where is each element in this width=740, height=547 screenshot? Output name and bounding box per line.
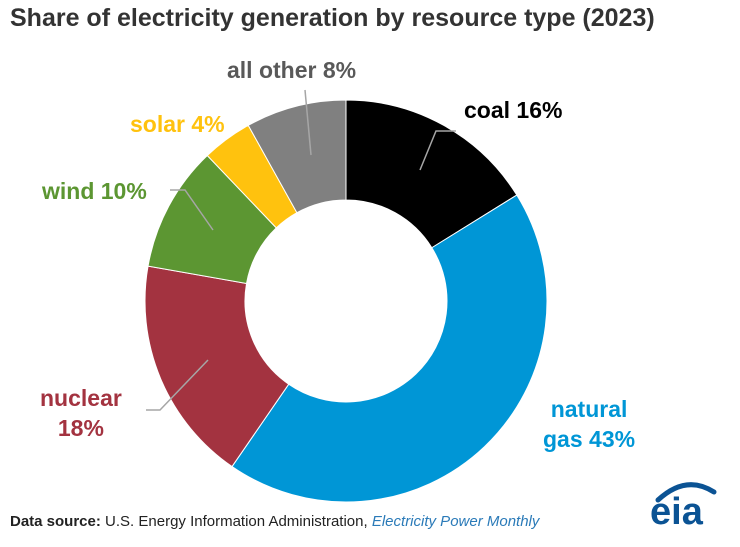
eia-logo: eia — [650, 482, 717, 528]
slice-all-other — [247, 99, 347, 214]
slice-label-line: 18% — [57, 415, 104, 441]
leader-line-all-other — [304, 89, 312, 156]
slice-label-all-other: all other 8% — [227, 55, 356, 85]
slice-label-line: all other 8% — [227, 57, 357, 83]
chart-title: Share of electricity generation by resou… — [10, 4, 655, 32]
slice-label-line: gas 43% — [543, 426, 636, 452]
slice-label-line: solar 4% — [130, 111, 225, 137]
leader-line-coal — [419, 130, 456, 171]
data-source-footer: Data source: U.S. Energy Information Adm… — [10, 513, 539, 530]
slice-label-line: natural — [550, 396, 628, 422]
source-publication: Electricity Power Monthly — [371, 513, 540, 530]
slice-nuclear — [144, 265, 290, 468]
slice-coal — [345, 99, 518, 249]
slice-label-line: nuclear — [40, 385, 122, 411]
slice-label-line: coal 16% — [464, 97, 563, 123]
slice-label-wind: wind 10% — [42, 176, 147, 206]
slice-label-solar: solar 4% — [130, 109, 225, 139]
source-org: U.S. Energy Information Administration, — [105, 513, 368, 530]
slice-label-coal: coal 16% — [464, 95, 562, 125]
source-label: Data source: — [10, 513, 101, 530]
slice-natural-gas — [231, 194, 548, 503]
leader-line-nuclear — [146, 359, 209, 411]
eia-logo-text: eia — [650, 491, 704, 528]
slice-label-line: wind 10% — [42, 178, 147, 204]
slice-label-nuclear: nuclear 18% — [40, 383, 122, 443]
leader-line-wind — [170, 189, 214, 231]
slice-label-natural-gas: natural gas 43% — [543, 394, 635, 454]
